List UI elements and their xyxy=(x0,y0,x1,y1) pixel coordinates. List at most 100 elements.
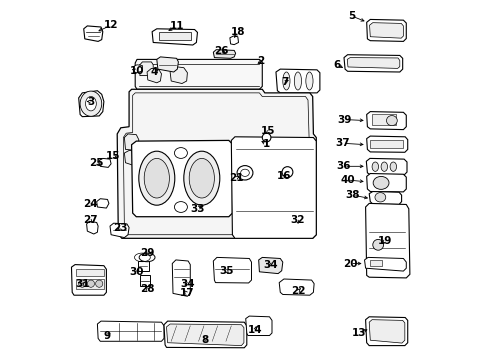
Ellipse shape xyxy=(387,116,397,126)
Polygon shape xyxy=(135,59,262,89)
Bar xyxy=(370,260,382,266)
Polygon shape xyxy=(72,265,106,295)
Polygon shape xyxy=(170,67,187,84)
Polygon shape xyxy=(164,321,247,348)
Polygon shape xyxy=(230,36,239,45)
Text: 10: 10 xyxy=(130,66,144,76)
Text: 16: 16 xyxy=(277,171,291,181)
Text: 23: 23 xyxy=(114,222,128,233)
Text: 6: 6 xyxy=(333,60,341,70)
Text: 28: 28 xyxy=(140,284,154,294)
Polygon shape xyxy=(231,137,316,238)
Polygon shape xyxy=(213,50,236,58)
Text: 3: 3 xyxy=(87,96,95,107)
Polygon shape xyxy=(152,29,197,45)
Text: 7: 7 xyxy=(282,77,289,87)
Polygon shape xyxy=(98,321,164,341)
Text: 15: 15 xyxy=(106,150,120,161)
Bar xyxy=(370,140,403,148)
Ellipse shape xyxy=(79,280,86,287)
Ellipse shape xyxy=(237,166,253,180)
Text: 21: 21 xyxy=(229,173,243,183)
Text: 24: 24 xyxy=(84,199,98,210)
Polygon shape xyxy=(276,69,320,93)
Ellipse shape xyxy=(373,176,389,189)
Text: 39: 39 xyxy=(337,114,351,125)
Text: 14: 14 xyxy=(248,325,262,336)
Polygon shape xyxy=(84,26,103,41)
Polygon shape xyxy=(117,89,316,238)
Text: 26: 26 xyxy=(214,46,229,56)
Bar xyxy=(76,269,104,276)
Ellipse shape xyxy=(189,158,215,198)
Text: 9: 9 xyxy=(104,330,111,341)
Polygon shape xyxy=(172,260,190,296)
Text: 34: 34 xyxy=(264,260,278,270)
Polygon shape xyxy=(369,192,402,204)
Text: 40: 40 xyxy=(340,175,355,185)
Text: 32: 32 xyxy=(290,215,304,225)
Polygon shape xyxy=(347,58,400,68)
Text: 29: 29 xyxy=(141,248,155,258)
Text: 18: 18 xyxy=(231,27,245,37)
Ellipse shape xyxy=(375,193,386,202)
Polygon shape xyxy=(87,221,98,234)
Text: 30: 30 xyxy=(130,267,144,277)
Text: 8: 8 xyxy=(201,335,208,345)
Text: 13: 13 xyxy=(352,328,367,338)
Polygon shape xyxy=(99,158,111,167)
Ellipse shape xyxy=(139,151,175,205)
Polygon shape xyxy=(366,203,410,278)
Text: 2: 2 xyxy=(258,56,265,66)
Ellipse shape xyxy=(283,72,290,90)
Polygon shape xyxy=(133,65,143,73)
Polygon shape xyxy=(132,140,232,217)
Polygon shape xyxy=(245,316,272,336)
Text: 38: 38 xyxy=(346,190,360,200)
Text: 12: 12 xyxy=(104,20,118,30)
Ellipse shape xyxy=(144,158,170,198)
Text: 5: 5 xyxy=(349,11,356,21)
Ellipse shape xyxy=(87,280,95,287)
Polygon shape xyxy=(367,174,406,192)
Polygon shape xyxy=(167,324,244,346)
Ellipse shape xyxy=(306,72,313,90)
Ellipse shape xyxy=(372,162,379,171)
Polygon shape xyxy=(367,158,407,175)
Polygon shape xyxy=(124,150,141,166)
Text: 37: 37 xyxy=(336,138,350,148)
Polygon shape xyxy=(369,23,403,38)
Text: 20: 20 xyxy=(343,258,357,269)
Polygon shape xyxy=(369,320,405,343)
Bar xyxy=(76,279,104,289)
Ellipse shape xyxy=(174,148,187,158)
Text: 33: 33 xyxy=(190,204,205,214)
Polygon shape xyxy=(279,279,314,295)
Text: 11: 11 xyxy=(170,21,184,31)
Polygon shape xyxy=(367,112,406,130)
Ellipse shape xyxy=(80,91,102,116)
Text: 15: 15 xyxy=(261,126,276,136)
Text: 19: 19 xyxy=(377,236,392,246)
Ellipse shape xyxy=(184,151,220,205)
Bar xyxy=(372,114,396,125)
Polygon shape xyxy=(79,91,104,117)
Ellipse shape xyxy=(86,96,97,111)
Ellipse shape xyxy=(294,72,301,90)
Polygon shape xyxy=(213,257,251,283)
Polygon shape xyxy=(124,134,139,150)
Text: 34: 34 xyxy=(180,279,195,289)
Text: 25: 25 xyxy=(90,158,104,168)
Polygon shape xyxy=(367,19,406,41)
Text: 22: 22 xyxy=(291,286,306,296)
Text: 35: 35 xyxy=(219,266,234,276)
Polygon shape xyxy=(110,223,129,238)
Polygon shape xyxy=(367,136,408,152)
Ellipse shape xyxy=(390,162,396,171)
Polygon shape xyxy=(344,55,403,72)
Ellipse shape xyxy=(381,162,388,171)
Ellipse shape xyxy=(139,253,155,262)
Ellipse shape xyxy=(282,167,293,177)
Polygon shape xyxy=(140,62,153,76)
Ellipse shape xyxy=(373,239,384,250)
